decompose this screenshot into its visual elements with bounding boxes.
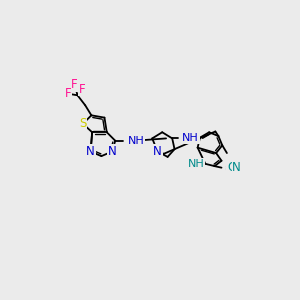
Text: F: F (79, 82, 86, 96)
Text: NH: NH (128, 136, 144, 146)
Text: N: N (108, 145, 116, 158)
Text: N: N (153, 145, 162, 158)
Text: F: F (71, 78, 78, 91)
Text: F: F (65, 87, 72, 100)
Text: S: S (79, 117, 87, 130)
Text: NH: NH (188, 159, 205, 169)
Text: N: N (86, 145, 95, 158)
Text: NH: NH (182, 134, 199, 143)
Text: N: N (232, 161, 241, 174)
Text: C: C (227, 161, 235, 174)
